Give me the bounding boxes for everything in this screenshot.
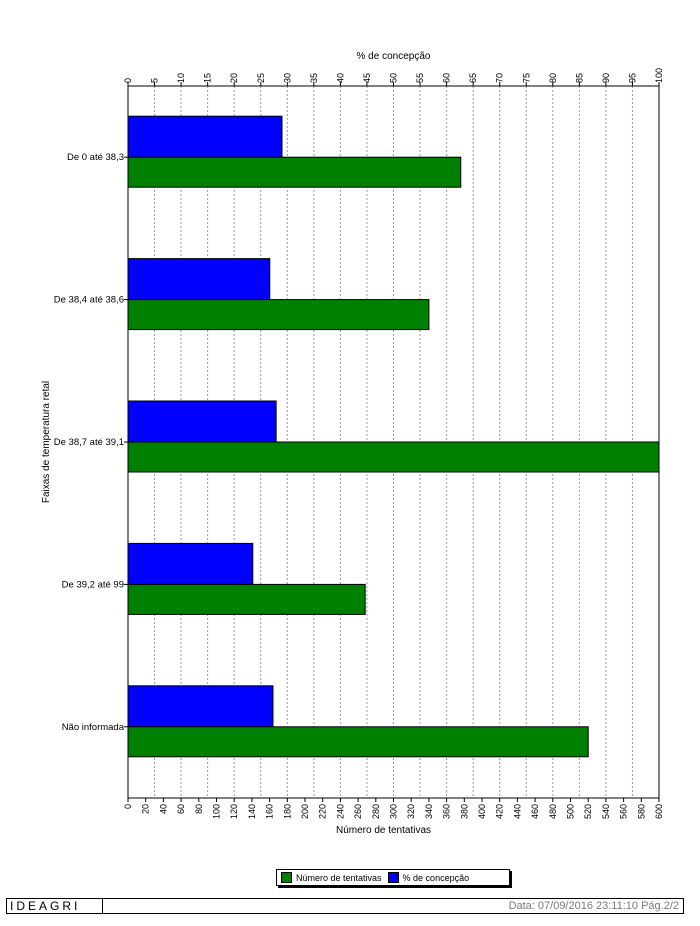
category-label: Não informada	[62, 722, 125, 733]
bar-tentativas	[127, 299, 430, 331]
bar-tentativas	[127, 726, 589, 758]
top-tick-label: 40	[335, 73, 345, 83]
top-tick-label: 25	[256, 73, 266, 83]
top-tick-label: 5	[150, 78, 160, 83]
bottom-tick-label: 280	[371, 804, 381, 819]
bottom-tick-label: 100	[212, 804, 222, 819]
top-tick-label: 20	[229, 73, 239, 83]
bottom-tick-label: 180	[282, 804, 292, 819]
bottom-tick-label: 240	[335, 804, 345, 819]
top-tick-label: 55	[415, 73, 425, 83]
bottom-tick-label: 420	[495, 804, 505, 819]
top-tick-label: 35	[309, 73, 319, 83]
top-tick-label: 30	[282, 73, 292, 83]
bottom-tick-label: 20	[141, 804, 151, 814]
bar-tentativas	[127, 441, 660, 473]
bottom-axis-title: Número de tentativas	[336, 825, 431, 836]
top-tick-label: 95	[627, 73, 637, 83]
y-axis-title: Faixas de temperatura retal	[41, 381, 52, 503]
bottom-tick-label: 120	[229, 804, 239, 819]
bottom-tick-label: 80	[194, 804, 204, 814]
top-tick-label: 65	[468, 73, 478, 83]
report-date-page: Data: 07/09/2016 23:11:10 Pág.2/2	[508, 900, 679, 912]
category-label: De 38,7 até 39,1	[54, 437, 124, 448]
chart-canvas: 0 5 10 15 20 25 30 35 40 45 50 55 60 65 70 75 80 85 90 95 10…	[41, 51, 664, 836]
top-tick-label: 0	[123, 78, 133, 83]
plot-frame	[127, 85, 660, 799]
top-tick-label: 90	[601, 73, 611, 83]
bottom-tick-label: 320	[406, 804, 416, 819]
report-footer: IDEAGRI Data: 07/09/2016 23:11:10 Pág.2/…	[6, 898, 684, 914]
bar-tentativas	[127, 583, 366, 615]
legend-swatch-blue	[387, 872, 399, 883]
legend-label-concepcao: % de concepção	[402, 872, 470, 883]
bottom-tick-label: 260	[353, 804, 363, 819]
bar-concepcao	[127, 542, 254, 585]
bottom-tick-label: 0	[123, 804, 133, 809]
legend-swatch-green	[281, 872, 292, 883]
bottom-tick-label: 200	[300, 804, 310, 819]
top-tick-label: 80	[548, 73, 558, 83]
category-label: De 38,4 até 38,6	[54, 295, 124, 306]
bottom-tick-label: 440	[512, 804, 522, 819]
bottom-tick-label: 360	[442, 804, 452, 819]
top-tick-label: 100	[654, 68, 664, 83]
bottom-tick-label: 340	[424, 804, 434, 819]
bar-concepcao	[127, 400, 277, 443]
legend: Número de tentativas % de concepção	[276, 869, 510, 886]
legend-item-concepcao: % de concepção	[387, 872, 470, 883]
top-tick-label: 15	[203, 73, 213, 83]
legend-item-tentativas: Número de tentativas	[281, 872, 382, 883]
bar-tentativas	[127, 156, 462, 188]
legend-label-tentativas: Número de tentativas	[296, 872, 382, 883]
bottom-tick-label: 480	[548, 804, 558, 819]
bottom-tick-label: 160	[265, 804, 275, 819]
bottom-tick-label: 380	[459, 804, 469, 819]
bottom-tick-label: 60	[176, 804, 186, 814]
top-tick-label: 85	[574, 73, 584, 83]
top-tick-label: 75	[521, 73, 531, 83]
bottom-tick-label: 560	[619, 804, 629, 819]
top-tick-label: 60	[442, 73, 452, 83]
top-axis-title: % de concepção	[357, 51, 431, 62]
bottom-tick-label: 520	[583, 804, 593, 819]
bottom-tick-label: 540	[601, 804, 611, 819]
bottom-tick-label: 300	[389, 804, 399, 819]
bottom-tick-label: 140	[247, 804, 257, 819]
category-label: De 0 até 38,3	[67, 152, 124, 163]
bottom-tick-label: 40	[158, 804, 168, 814]
top-tick-label: 70	[495, 73, 505, 83]
bar-concepcao	[127, 115, 283, 158]
top-tick-label: 45	[362, 73, 372, 83]
bottom-tick-label: 600	[654, 804, 664, 819]
brand-logo: IDEAGRI	[7, 899, 103, 913]
bottom-tick-label: 400	[477, 804, 487, 819]
top-tick-label: 10	[176, 73, 186, 83]
bottom-tick-label: 500	[566, 804, 576, 819]
bottom-tick-label: 580	[636, 804, 646, 819]
top-tick-label: 50	[389, 73, 399, 83]
bottom-tick-label: 220	[318, 804, 328, 819]
bar-concepcao	[127, 685, 274, 728]
bar-concepcao	[127, 258, 271, 301]
category-label: De 39,2 até 99	[62, 579, 124, 590]
bottom-tick-label: 460	[530, 804, 540, 819]
